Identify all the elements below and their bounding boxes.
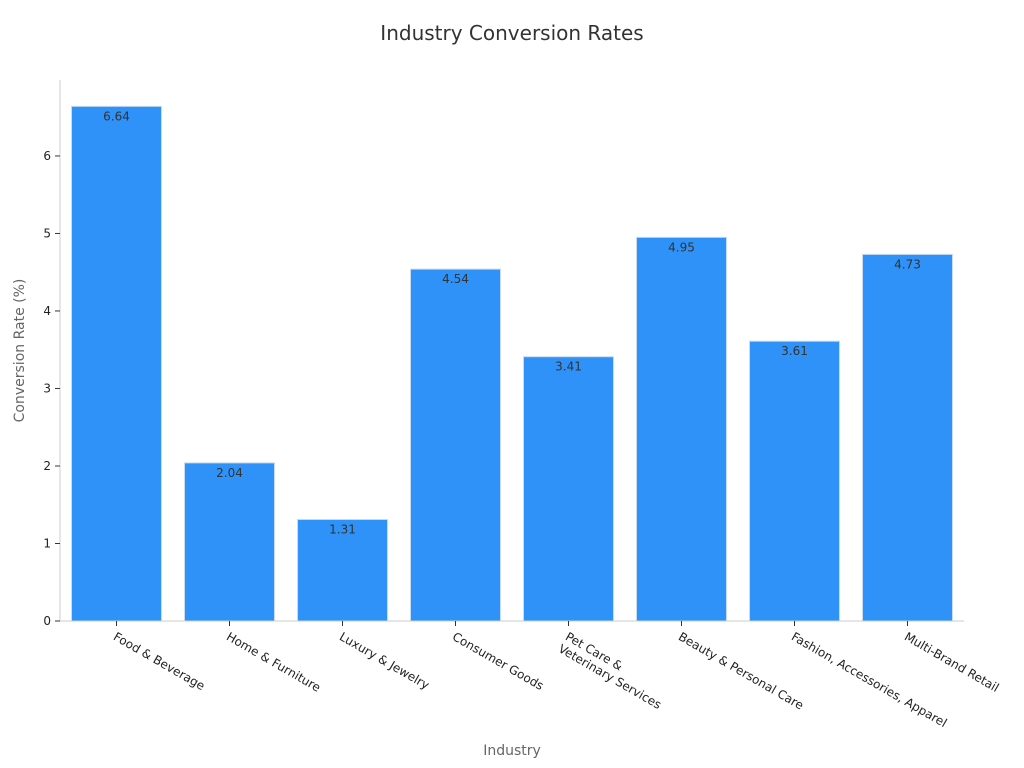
y-axis-ticks: 0 1 2 3 4 5 6 [43,149,60,628]
data-labels-group: 6.64 2.04 1.31 4.54 3.41 4.95 3.61 4.73 [103,109,921,536]
bar-4 [410,268,501,622]
y-tick-label: 6 [43,149,51,163]
x-tick-label: Food & Beverage [111,629,207,693]
data-label-1: 6.64 [103,109,130,123]
data-label-8: 4.73 [894,257,921,271]
data-label-3: 1.31 [329,522,356,536]
x-tick-label: Home & Furniture [224,629,323,694]
y-tick-label: 5 [43,226,51,240]
y-tick-label: 3 [43,381,51,395]
bar-5 [523,356,614,622]
y-tick-label: 2 [43,459,51,473]
x-axis-ticks: Food & Beverage Home & Furniture Luxury & … [111,621,1001,730]
x-tick-label: Pet Care &Veterinary Services [556,629,671,711]
bar-3 [297,518,388,622]
data-label-7: 3.61 [781,344,808,358]
data-label-5: 3.41 [555,360,582,374]
bar-8 [862,253,953,622]
bar-7 [749,340,840,622]
x-tick-label: Beauty & Personal Care [676,629,806,712]
x-tick-label: Luxury & Jewelry [337,629,432,692]
data-label-6: 4.95 [668,240,695,254]
y-tick-label: 4 [43,304,51,318]
bar-2 [184,462,275,622]
x-axis-title: Industry [483,743,541,759]
y-tick-label: 1 [43,536,51,550]
y-tick-label: 0 [43,614,51,628]
bars-group [71,105,953,622]
bar-1 [71,105,162,622]
x-tick-label: Consumer Goods [450,629,546,693]
y-axis-title: Conversion Rate (%) [12,279,28,423]
bar-6 [636,236,727,622]
data-label-2: 2.04 [216,466,243,480]
data-label-4: 4.54 [442,272,469,286]
chart-title: Industry Conversion Rates [380,21,643,45]
x-tick-label: Multi-Brand Retail [902,629,1001,694]
